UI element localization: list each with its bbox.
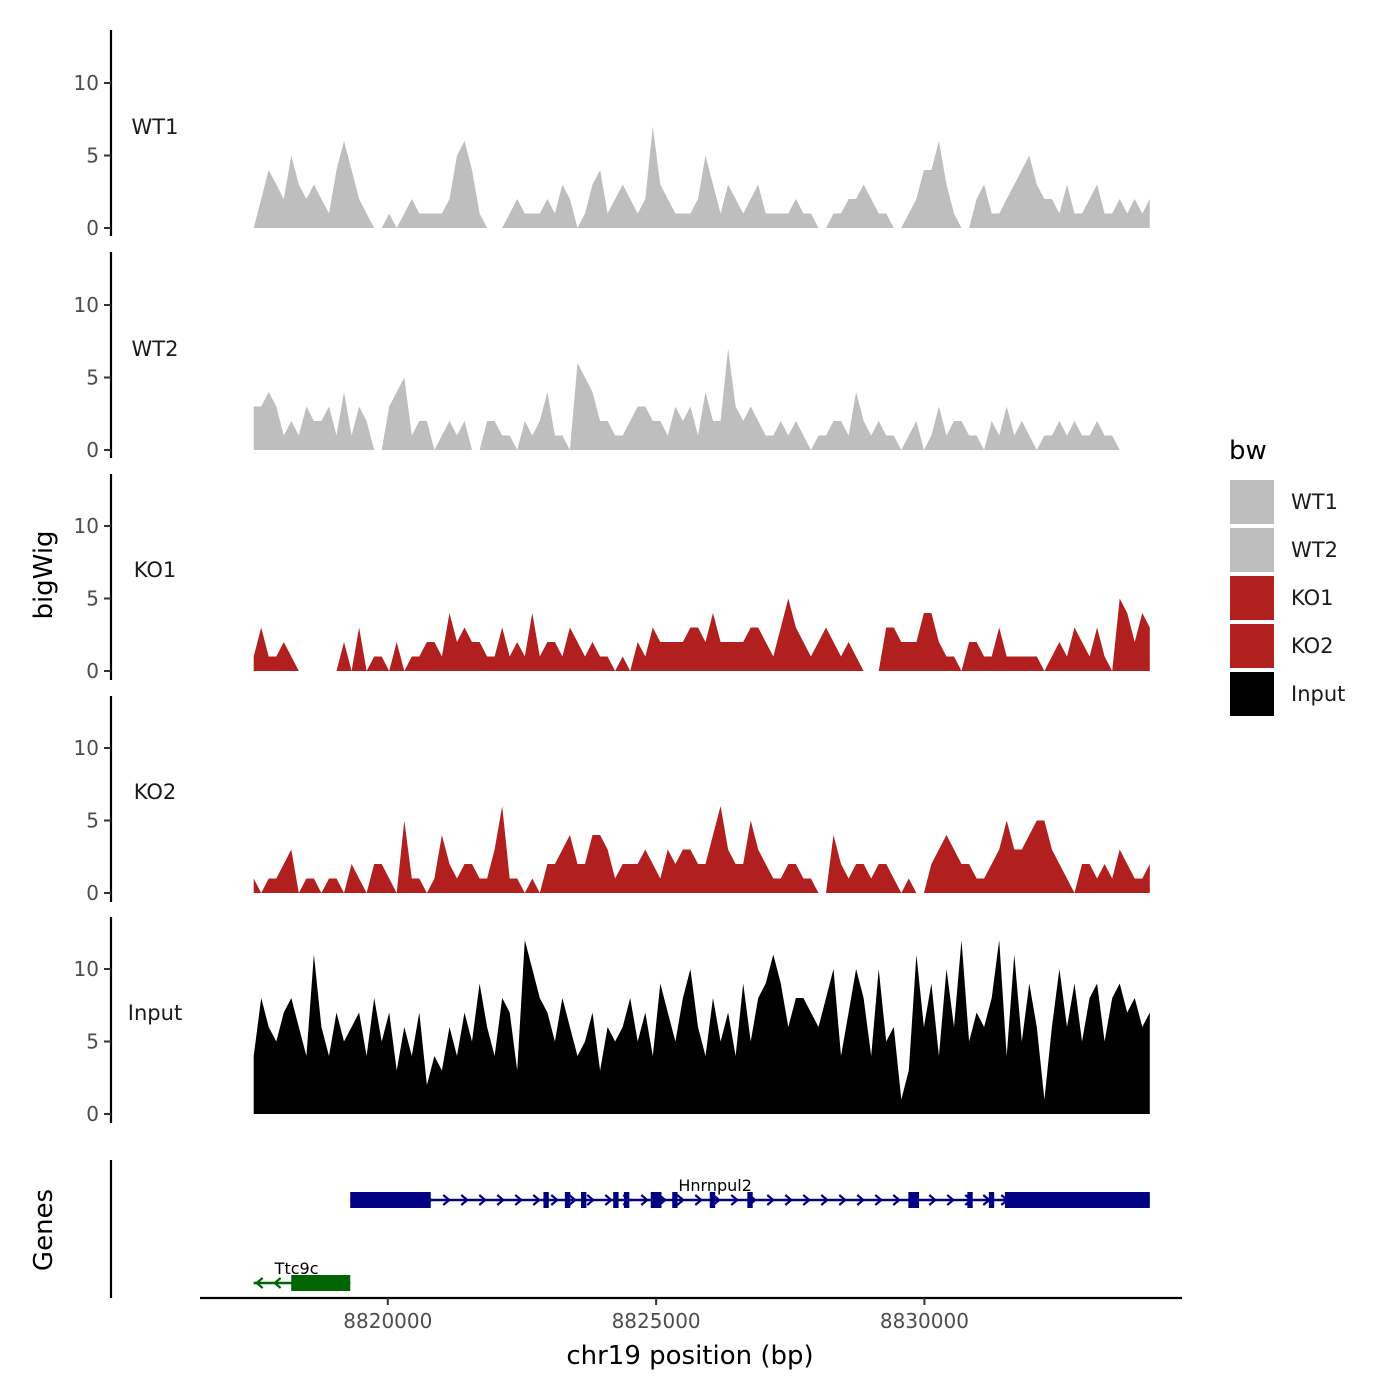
- track-label: Input: [128, 1001, 182, 1025]
- strand-arrow: [272, 1277, 282, 1289]
- strand-arrow: [478, 1194, 487, 1206]
- track-label: WT1: [132, 115, 179, 139]
- strand-arrow: [442, 1194, 451, 1206]
- strand-arrow: [676, 1194, 685, 1206]
- legend-label: WT2: [1291, 538, 1338, 562]
- exon-block: [580, 1192, 587, 1208]
- legend-label: WT1: [1291, 490, 1338, 514]
- strand-arrow: [568, 1194, 577, 1206]
- track-wt1: 0 5 10 WT1: [74, 30, 1150, 240]
- tracks-layer: 0 5 10 WT1 0 5 10 WT2 0 5 10 KO1 0 5 10 KO2 0 5 10 Input: [74, 30, 1150, 1126]
- track-ko1: 0 5 10 KO1: [74, 474, 1150, 683]
- exon-block: [988, 1192, 995, 1208]
- legend-swatch-wt1: [1230, 480, 1274, 524]
- y-tick-label: 5: [86, 144, 99, 168]
- genes-layer: Hnrnpul2 Ttc9c: [109, 1160, 1150, 1298]
- gene-ttc9c: Ttc9c: [253, 1259, 351, 1291]
- exon-block: [747, 1192, 753, 1208]
- strand-arrow: [874, 1194, 883, 1206]
- y-tick-label: 5: [86, 809, 99, 833]
- strand-arrow: [460, 1194, 469, 1206]
- strand-arrow: [496, 1194, 505, 1206]
- strand-arrow: [856, 1194, 865, 1206]
- exon-block: [543, 1192, 549, 1208]
- exon-block: [564, 1192, 571, 1208]
- x-axis: 8820000 8825000 8830000: [200, 1296, 1182, 1333]
- exon-block: [650, 1192, 662, 1208]
- x-tick-label: 8830000: [880, 1309, 969, 1333]
- exon-block: [623, 1192, 630, 1208]
- exon-block: [672, 1192, 678, 1208]
- x-tick-label: 8820000: [343, 1309, 432, 1333]
- y-tick-label: 5: [86, 366, 99, 390]
- y-tick-label: 0: [86, 881, 99, 905]
- strand-arrow: [514, 1194, 523, 1206]
- coverage-area-wt1: [253, 126, 1150, 228]
- x-tick-label: 8825000: [612, 1309, 701, 1333]
- strand-arrow: [254, 1277, 264, 1289]
- y-tick-label: 0: [86, 1102, 99, 1126]
- y-tick-label: 0: [86, 438, 99, 462]
- strand-arrow: [604, 1194, 613, 1206]
- strand-arrow: [694, 1194, 703, 1206]
- exon-block: [967, 1192, 973, 1208]
- strand-arrow: [550, 1194, 559, 1206]
- legend-label: KO1: [1291, 586, 1334, 610]
- y-tick-label: 10: [74, 71, 99, 95]
- track-wt2: 0 5 10 WT2: [74, 252, 1150, 462]
- y-tick-label: 5: [86, 587, 99, 611]
- strand-arrow: [640, 1194, 649, 1206]
- gene-label: Hnrnpul2: [678, 1176, 752, 1195]
- track-label: KO2: [134, 780, 177, 804]
- track-label: WT2: [132, 337, 179, 361]
- legend-label: Input: [1291, 682, 1345, 706]
- exon-block: [613, 1192, 619, 1208]
- coverage-area-ko2: [253, 806, 1150, 893]
- y-tick-label: 10: [74, 957, 99, 981]
- exon-block: [350, 1192, 431, 1208]
- genes-axis-title: Genes: [29, 1189, 59, 1271]
- strand-arrow: [712, 1194, 721, 1206]
- strand-arrow: [820, 1194, 829, 1206]
- track-ko2: 0 5 10 KO2: [74, 696, 1150, 905]
- x-axis-title: chr19 position (bp): [566, 1341, 813, 1371]
- y-tick-label: 10: [74, 736, 99, 760]
- legend-label: KO2: [1291, 634, 1334, 658]
- exon-block: [709, 1192, 716, 1208]
- gene-label: Ttc9c: [274, 1259, 319, 1278]
- coverage-area-ko1: [253, 598, 1150, 671]
- exon-block: [1004, 1192, 1150, 1208]
- legend-swatch-ko1: [1230, 576, 1274, 620]
- track-input: 0 5 10 Input: [74, 917, 1150, 1126]
- strand-arrow: [928, 1194, 937, 1206]
- legend-swatch-wt2: [1230, 528, 1274, 572]
- strand-arrow: [838, 1194, 847, 1206]
- strand-arrow: [892, 1194, 901, 1206]
- y-tick-label: 10: [74, 514, 99, 538]
- coverage-area-input: [253, 940, 1150, 1114]
- strand-arrow: [532, 1194, 541, 1206]
- legend-title: bw: [1229, 436, 1267, 466]
- legend-swatch-input: [1230, 672, 1274, 716]
- coverage-area-wt2: [253, 348, 1150, 450]
- strand-arrow: [730, 1194, 739, 1206]
- gene-hnrnpul2: Hnrnpul2: [350, 1176, 1150, 1208]
- legend-swatch-ko2: [1230, 624, 1274, 668]
- y-tick-label: 0: [86, 659, 99, 683]
- exon-block: [291, 1275, 351, 1291]
- strand-arrow: [946, 1194, 955, 1206]
- y-axis-title: bigWig: [29, 530, 59, 619]
- strand-arrow: [784, 1194, 793, 1206]
- y-tick-label: 5: [86, 1030, 99, 1054]
- track-label: KO1: [134, 558, 177, 582]
- strand-arrow: [586, 1194, 595, 1206]
- exon-block: [908, 1192, 920, 1208]
- strand-arrow: [766, 1194, 775, 1206]
- strand-arrow: [802, 1194, 811, 1206]
- legend: bw WT1 WT2 KO1 KO2 Input: [1229, 436, 1345, 716]
- y-tick-label: 0: [86, 216, 99, 240]
- y-tick-label: 10: [74, 293, 99, 317]
